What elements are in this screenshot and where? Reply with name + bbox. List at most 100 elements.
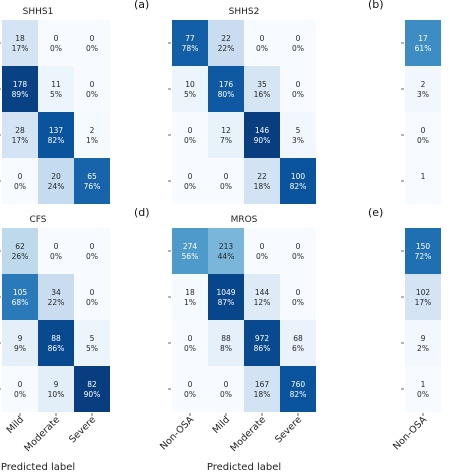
cell-percent: 78%	[182, 44, 199, 53]
cell-percent: 2%	[417, 344, 429, 353]
panel-title: SHHS1	[23, 7, 54, 17]
heatmap-cell	[244, 112, 280, 158]
x-tick-label: Non-OSA	[158, 414, 196, 452]
cell-percent: 44%	[218, 252, 235, 261]
cell-count: 213	[219, 242, 234, 251]
panel-label: (d)	[134, 206, 150, 219]
heatmap-cell	[405, 20, 441, 66]
heatmap-cell	[405, 228, 441, 274]
cell-percent: 16%	[254, 90, 271, 99]
cell-count: 0	[296, 80, 301, 89]
heatmap-cell	[208, 112, 244, 158]
cell-percent: 0%	[220, 390, 232, 399]
cell-percent: 24%	[48, 182, 65, 191]
cell-count: 0	[54, 242, 59, 251]
panel-title: MROS	[231, 215, 258, 225]
heatmap-cell	[38, 274, 74, 320]
x-axis-label: Predicted label	[1, 462, 75, 473]
cell-count: 82	[87, 380, 97, 389]
cell-percent: 0%	[86, 298, 98, 307]
cell-percent: 5%	[86, 344, 98, 353]
heatmap-cell	[2, 66, 38, 112]
cell-percent: 90%	[254, 136, 271, 145]
cell-count: 144	[255, 288, 270, 297]
heatmap-cell	[280, 228, 316, 274]
cell-count: 35	[257, 80, 267, 89]
heatmap-cell	[172, 228, 208, 274]
cell-count: 0	[188, 126, 193, 135]
heatmap-cell	[208, 320, 244, 366]
cell-count: 150	[416, 242, 431, 251]
panel-label: (b)	[368, 0, 384, 11]
cell-count: 105	[13, 288, 28, 297]
cell-count: 176	[219, 80, 234, 89]
cell-count: 0	[224, 380, 229, 389]
cell-percent: 0%	[292, 298, 304, 307]
panel-label: (a)	[134, 0, 149, 11]
cell-percent: 56%	[182, 252, 199, 261]
heatmap-cell	[244, 66, 280, 112]
confusion-matrix-shhs1: 1817%00%00%17889%115%00%2817%13782%21%00…	[0, 0, 149, 204]
heatmap-cell	[244, 20, 280, 66]
cell-count: 9	[54, 380, 59, 389]
cell-percent: 76%	[84, 182, 101, 191]
cell-count: 34	[51, 288, 61, 297]
x-tick-label: Moderate	[228, 414, 268, 454]
x-tick-label: Moderate	[22, 414, 62, 454]
cell-count: 0	[188, 172, 193, 181]
cell-count: 972	[255, 334, 270, 343]
heatmap-cell	[172, 366, 208, 412]
heatmap-cell	[405, 320, 441, 366]
cell-count: 137	[49, 126, 64, 135]
cell-percent: 0%	[220, 182, 232, 191]
cell-count: 178	[13, 80, 28, 89]
cell-percent: 72%	[415, 252, 432, 261]
cell-count: 1	[421, 172, 426, 181]
cell-percent: 0%	[86, 44, 98, 53]
cell-count: 68	[293, 334, 303, 343]
cell-count: 0	[224, 172, 229, 181]
cell-count: 88	[51, 334, 61, 343]
cell-count: 0	[296, 242, 301, 251]
cell-count: 12	[221, 126, 231, 135]
heatmap-cell	[405, 274, 441, 320]
cell-percent: 86%	[48, 344, 65, 353]
heatmap-cell	[38, 320, 74, 366]
heatmap-cell	[2, 158, 38, 204]
heatmap-cell	[280, 112, 316, 158]
cell-count: 62	[15, 242, 25, 251]
cell-count: 22	[221, 34, 231, 43]
cell-count: 88	[221, 334, 231, 343]
heatmap-cell	[244, 228, 280, 274]
cell-count: 11	[51, 80, 61, 89]
heatmap-cell	[208, 158, 244, 204]
heatmap-cell	[244, 274, 280, 320]
cell-percent: 0%	[184, 390, 196, 399]
cell-count: 1049	[216, 288, 235, 297]
cell-count: 0	[188, 334, 193, 343]
cell-percent: 0%	[417, 390, 429, 399]
cell-count: 77	[185, 34, 195, 43]
cell-count: 22	[257, 172, 267, 181]
heatmap-cell	[208, 366, 244, 412]
cell-count: 146	[255, 126, 270, 135]
heatmap-cell	[2, 112, 38, 158]
heatmap-cell	[2, 20, 38, 66]
cell-count: 0	[90, 34, 95, 43]
cell-percent: 1%	[86, 136, 98, 145]
cell-percent: 12%	[254, 298, 271, 307]
cell-percent: 18%	[254, 182, 271, 191]
cell-percent: 82%	[290, 182, 307, 191]
cell-percent: 0%	[184, 136, 196, 145]
cell-count: 2	[421, 80, 426, 89]
heatmap-cell	[172, 158, 208, 204]
cell-count: 9	[421, 334, 426, 343]
heatmap-cell	[38, 158, 74, 204]
heatmap-cell	[405, 66, 441, 112]
heatmap-cell	[208, 228, 244, 274]
panel-title: SHHS2	[229, 7, 260, 17]
cell-percent: 22%	[218, 44, 235, 53]
panel-label: (e)	[368, 206, 383, 219]
cell-count: 0	[54, 34, 59, 43]
